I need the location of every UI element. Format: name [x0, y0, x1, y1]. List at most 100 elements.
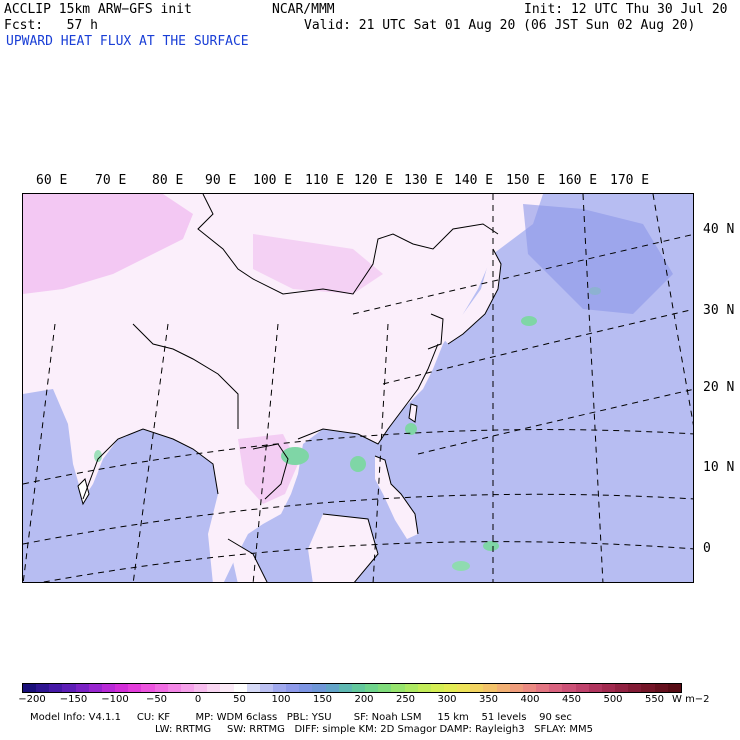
colorbar-swatch: [207, 684, 221, 692]
colorbar-unit: W m−2: [672, 694, 710, 705]
longitude-label: 90 E: [205, 173, 237, 188]
colorbar-swatch: [667, 684, 681, 692]
asia-landmass: [23, 194, 543, 582]
colorbar-tick-label: 0: [194, 694, 202, 705]
map-panel: [22, 193, 694, 583]
colorbar-swatch: [549, 684, 563, 692]
colorbar-swatch: [338, 684, 352, 692]
flux-blob-bengal: [94, 450, 102, 462]
colorbar: [22, 683, 682, 693]
flux-blob-south: [483, 541, 499, 551]
colorbar-swatch: [430, 684, 444, 692]
colorbar-tick-label: 450: [561, 694, 582, 705]
colorbar-swatch: [299, 684, 313, 692]
model-info-line1: Model Info: V4.1.1 CU: KF MP: WDM 6class…: [30, 712, 572, 723]
colorbar-swatch: [62, 684, 76, 692]
pink-region-mongolia: [253, 234, 383, 294]
colorbar-swatch: [562, 684, 576, 692]
colorbar-swatch: [246, 684, 260, 692]
colorbar-tick-label: −200: [18, 694, 46, 705]
colorbar-swatch: [641, 684, 655, 692]
colorbar-swatch: [115, 684, 129, 692]
colorbar-swatch: [522, 684, 537, 692]
latitude-label: 30 N: [703, 303, 735, 318]
nw-pacific-band: [523, 204, 673, 314]
colorbar-swatch: [575, 684, 589, 692]
colorbar-swatch: [75, 684, 89, 692]
colorbar-swatch: [141, 684, 155, 692]
colorbar-swatch: [36, 684, 50, 692]
longitude-label: 160 E: [558, 173, 598, 188]
colorbar-swatch: [259, 684, 273, 692]
colorbar-swatch: [615, 684, 629, 692]
latitude-label: 20 N: [703, 380, 735, 395]
colorbar-tick-label: 350: [478, 694, 499, 705]
colorbar-swatch: [272, 684, 287, 692]
colorbar-swatch: [88, 684, 102, 692]
colorbar-tick-label: 550: [644, 694, 665, 705]
latitude-label: 0: [703, 541, 711, 556]
longitude-label: 120 E: [354, 173, 394, 188]
colorbar-tick-label: −100: [101, 694, 129, 705]
longitude-label: 170 E: [610, 173, 650, 188]
colorbar-swatch: [351, 684, 366, 692]
colorbar-swatch: [49, 684, 63, 692]
colorbar-swatch: [404, 684, 418, 692]
colorbar-swatch: [536, 684, 550, 692]
colorbar-swatch: [391, 684, 405, 692]
colorbar-tick-label: −50: [145, 694, 168, 705]
flux-blob-south2: [452, 561, 470, 571]
colorbar-swatch: [509, 684, 523, 692]
coastlines: [77, 194, 502, 582]
colorbar-swatch: [233, 684, 247, 692]
colorbar-swatch: [457, 684, 471, 692]
pink-region-west: [23, 194, 193, 294]
forecast-hour: Fcst: 57 h: [4, 18, 98, 33]
longitude-label: 130 E: [404, 173, 444, 188]
sumatra: [228, 539, 267, 582]
init-time: Init: 12 UTC Thu 30 Jul 20: [524, 2, 728, 17]
colorbar-swatch: [483, 684, 497, 692]
longitude-label: 60 E: [36, 173, 68, 188]
japan-islands: [441, 249, 501, 344]
flux-blob-scs: [281, 447, 309, 465]
colorbar-swatch: [654, 684, 668, 692]
korea-peninsula: [423, 314, 443, 349]
valid-time: Valid: 21 UTC Sat 01 Aug 20 (06 JST Sun …: [304, 18, 696, 33]
colorbar-tick-label: 100: [271, 694, 291, 705]
colorbar-swatch: [180, 684, 195, 692]
colorbar-tick-label: −150: [59, 694, 88, 705]
colorbar-swatch: [220, 684, 234, 692]
colorbar-tick-label: 500: [603, 694, 623, 705]
colorbar-swatch: [365, 684, 379, 692]
colorbar-tick-label: 50: [233, 694, 246, 705]
colorbar-swatch: [154, 684, 168, 692]
colorbar-swatch: [312, 684, 326, 692]
flux-blob-wpac: [405, 423, 417, 435]
colorbar-tick-label: 250: [395, 694, 416, 705]
model-title: ACCLIP 15km ARW−GFS init: [4, 2, 192, 17]
colorbar-tick-label: 300: [437, 694, 457, 705]
philippines: [375, 456, 418, 539]
colorbar-tick-label: 150: [312, 694, 333, 705]
colorbar-swatch: [128, 684, 142, 692]
colorbar-swatch: [444, 684, 458, 692]
latitude-label: 10 N: [703, 460, 735, 475]
colorbar-swatch: [417, 684, 431, 692]
graticule: [23, 194, 693, 582]
colorbar-swatch: [470, 684, 484, 692]
colorbar-swatch: [496, 684, 510, 692]
colorbar-swatch: [286, 684, 300, 692]
map-svg: [23, 194, 693, 582]
org-label: NCAR/MMM: [272, 2, 335, 17]
colorbar-swatch: [167, 684, 181, 692]
latitude-label: 40 N: [703, 222, 735, 237]
longitude-label: 100 E: [253, 173, 293, 188]
colorbar-swatch: [628, 684, 642, 692]
longitude-label: 70 E: [95, 173, 127, 188]
field-title: UPWARD HEAT FLUX AT THE SURFACE: [6, 34, 249, 49]
colorbar-swatch: [101, 684, 116, 692]
longitude-label: 150 E: [506, 173, 546, 188]
colorbar-swatch: [378, 684, 392, 692]
longitude-label: 140 E: [454, 173, 494, 188]
